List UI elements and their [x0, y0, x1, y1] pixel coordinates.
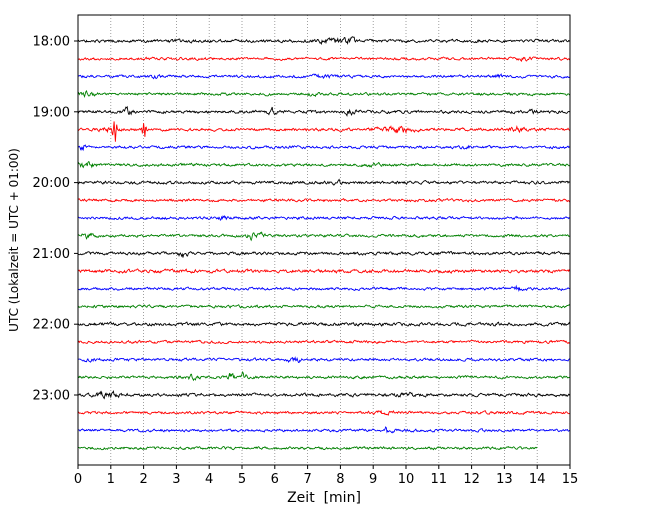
trace-2030	[77, 214, 571, 221]
x-tick-label-15: 15	[562, 472, 579, 487]
trace-2130	[77, 284, 571, 292]
x-tick-label-4: 4	[205, 472, 213, 487]
x-tick-label-7: 7	[303, 472, 311, 487]
trace-1900	[77, 105, 571, 117]
x-tick-label-9: 9	[369, 472, 377, 487]
y-tick-label-2100: 21:00	[33, 247, 70, 262]
trace-1930	[77, 144, 571, 152]
x-axis-label: Zeit [min]	[287, 490, 361, 506]
trace-2245	[77, 370, 571, 382]
x-tick-label-8: 8	[336, 472, 344, 487]
y-tick-label-2300: 23:00	[33, 389, 70, 404]
x-tick-label-13: 13	[496, 472, 513, 487]
x-tick-label-0: 0	[74, 472, 82, 487]
trace-2315	[77, 409, 571, 416]
y-tick-label-1900: 19:00	[33, 105, 70, 120]
trace-2045	[77, 231, 571, 242]
y-tick-label-2200: 22:00	[33, 318, 70, 333]
y-axis-label: UTC (Lokalzeit = UTC + 01:00)	[7, 148, 21, 332]
trace-2115	[77, 268, 571, 274]
trace-1830	[77, 73, 571, 80]
trace-1800	[77, 36, 571, 46]
trace-2145	[77, 304, 571, 309]
x-tick-label-11: 11	[431, 472, 448, 487]
x-tick-label-12: 12	[463, 472, 480, 487]
x-tick-label-2: 2	[139, 472, 147, 487]
trace-1815	[77, 56, 571, 62]
plot-border	[77, 14, 571, 466]
trace-2100	[77, 250, 571, 258]
trace-1845	[77, 90, 571, 99]
x-tick-label-14: 14	[529, 472, 546, 487]
trace-1945	[77, 161, 571, 169]
trace-2330	[77, 426, 571, 434]
x-tick-label-6: 6	[271, 472, 279, 487]
trace-2200	[77, 321, 571, 327]
trace-2345	[77, 445, 538, 451]
trace-2300	[77, 389, 571, 400]
trace-2215	[77, 339, 571, 345]
trace-2230	[77, 356, 571, 364]
x-tick-label-5: 5	[238, 472, 246, 487]
x-tick-label-1: 1	[107, 472, 115, 487]
y-tick-label-2000: 20:00	[33, 176, 70, 191]
x-tick-label-10: 10	[398, 472, 415, 487]
trace-2000	[77, 178, 571, 186]
trace-2015	[77, 198, 571, 203]
x-tick-label-3: 3	[172, 472, 180, 487]
trace-1915	[77, 121, 571, 142]
y-tick-label-1800: 18:00	[33, 35, 70, 50]
